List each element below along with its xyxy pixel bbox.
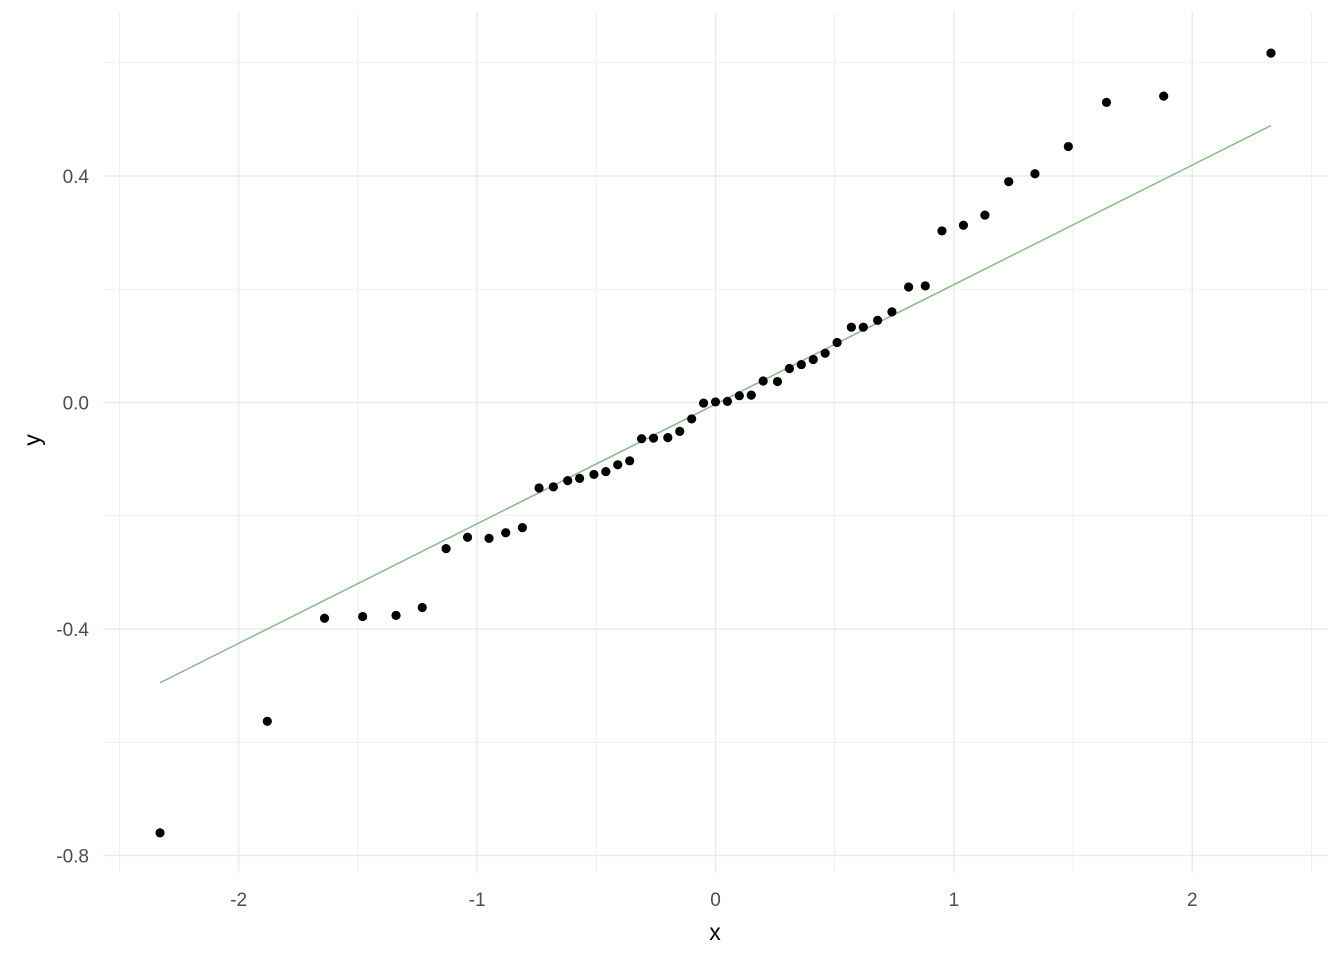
data-point bbox=[501, 528, 511, 538]
data-point bbox=[155, 828, 165, 838]
data-point bbox=[858, 322, 868, 332]
data-point bbox=[846, 322, 856, 332]
data-point bbox=[832, 337, 842, 348]
data-point bbox=[980, 210, 990, 220]
data-point bbox=[613, 460, 623, 470]
data-point bbox=[441, 543, 451, 554]
x-tick-label: 0 bbox=[710, 890, 721, 911]
data-point bbox=[601, 466, 611, 477]
x-tick-label: 2 bbox=[1187, 890, 1198, 911]
y-tick-label: -0.8 bbox=[56, 847, 89, 868]
data-point bbox=[1101, 97, 1112, 107]
data-point bbox=[784, 363, 795, 374]
data-point bbox=[796, 359, 806, 370]
data-point bbox=[319, 613, 330, 623]
data-point bbox=[687, 414, 697, 424]
data-point bbox=[589, 469, 599, 480]
data-point bbox=[358, 611, 368, 622]
data-point bbox=[958, 220, 969, 230]
x-tick-label: 1 bbox=[949, 890, 960, 911]
data-point bbox=[772, 376, 783, 387]
x-tick-label: -1 bbox=[469, 890, 486, 911]
data-point bbox=[417, 602, 427, 613]
data-point bbox=[904, 282, 914, 292]
data-point bbox=[648, 433, 659, 443]
data-point bbox=[698, 398, 709, 408]
data-point bbox=[820, 348, 830, 358]
x-axis-title: x bbox=[709, 919, 721, 945]
y-tick-label: 0.0 bbox=[63, 394, 89, 415]
y-tick-label: -0.4 bbox=[56, 620, 89, 641]
data-point bbox=[462, 532, 473, 542]
data-point bbox=[808, 354, 818, 365]
y-axis-title: y bbox=[19, 434, 45, 446]
data-point bbox=[710, 397, 721, 407]
data-point bbox=[920, 281, 930, 291]
data-point bbox=[873, 315, 883, 325]
data-point bbox=[625, 456, 635, 466]
data-point bbox=[1063, 141, 1073, 152]
data-point bbox=[734, 391, 744, 401]
data-point bbox=[1266, 48, 1276, 58]
data-point bbox=[1159, 91, 1169, 101]
data-point bbox=[484, 533, 494, 544]
x-axis-tick-labels: -2 -1 0 1 2 bbox=[230, 890, 1197, 911]
data-point bbox=[758, 376, 768, 386]
y-tick-label: 0.4 bbox=[63, 167, 90, 188]
data-point bbox=[1004, 177, 1014, 187]
data-point bbox=[937, 226, 947, 236]
data-point bbox=[517, 523, 527, 533]
data-point bbox=[563, 476, 573, 486]
data-point bbox=[746, 390, 756, 400]
data-point bbox=[534, 483, 544, 493]
y-axis-tick-labels: -0.8 -0.4 0.0 0.4 bbox=[56, 167, 89, 868]
data-point bbox=[548, 482, 558, 492]
x-tick-label: -2 bbox=[230, 890, 247, 911]
data-point bbox=[1030, 169, 1040, 179]
data-point bbox=[575, 473, 585, 483]
data-point bbox=[636, 434, 647, 444]
data-point bbox=[262, 716, 272, 726]
data-point bbox=[722, 396, 733, 406]
data-point bbox=[663, 433, 673, 443]
data-point bbox=[391, 610, 401, 621]
major-gridlines bbox=[103, 12, 1328, 873]
data-point bbox=[887, 307, 897, 317]
data-points bbox=[155, 48, 1276, 838]
data-point bbox=[675, 426, 685, 436]
